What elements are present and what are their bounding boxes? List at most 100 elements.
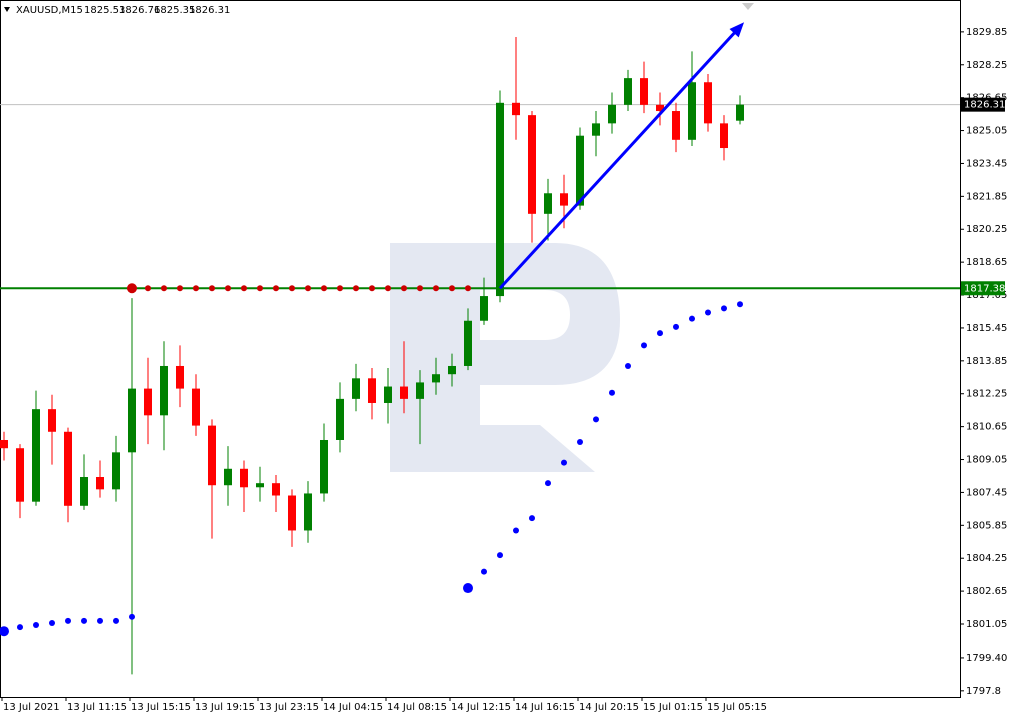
y-tick-label: 1810.65	[966, 422, 1007, 433]
indicator-dot	[369, 285, 375, 292]
y-tick-label: 1813.85	[966, 356, 1007, 367]
candle-body	[448, 365, 456, 375]
indicator-dot	[225, 285, 231, 292]
indicator-dot	[289, 285, 295, 292]
watermark	[390, 243, 620, 472]
indicator-dot	[81, 617, 87, 624]
y-tick-label: 1818.65	[966, 257, 1007, 268]
y-tick-label: 1809.05	[966, 455, 1007, 466]
indicator-dot	[545, 480, 551, 487]
y-tick-label: 1799.40	[966, 653, 1007, 664]
indicator-dot	[577, 439, 583, 446]
indicator-dot	[593, 416, 599, 423]
y-tick-label: 1802.65	[966, 586, 1007, 597]
candle-body	[576, 135, 584, 206]
candle-body	[48, 409, 56, 432]
candle-body	[352, 378, 360, 399]
candle-body	[368, 378, 376, 403]
y-tick-label: 1805.85	[966, 520, 1007, 531]
candle-body	[96, 477, 104, 490]
candle-body	[160, 365, 168, 416]
indicator-dot	[145, 285, 151, 292]
candle-body	[32, 409, 40, 502]
indicator-dot	[193, 285, 199, 292]
indicator-dot	[641, 342, 647, 349]
indicator-dot	[721, 305, 727, 312]
indicator-dot	[433, 285, 439, 292]
indicator-dot	[401, 285, 407, 292]
indicator-dot	[257, 285, 263, 292]
indicator-dot	[127, 283, 137, 294]
indicator-dot	[465, 285, 471, 292]
indicator-dot	[449, 285, 455, 292]
x-tick-label: 13 Jul 15:15	[131, 702, 191, 713]
indicator-dot	[609, 389, 615, 396]
indicator-dot	[497, 552, 503, 559]
indicator-dot	[705, 309, 711, 316]
indicator-dot	[463, 583, 473, 594]
candle-body	[384, 386, 392, 403]
x-tick-label: 14 Jul 04:15	[323, 702, 383, 713]
x-tick-label: 14 Jul 20:15	[579, 702, 639, 713]
indicator-dot	[689, 315, 695, 322]
candle-body	[720, 123, 728, 149]
y-tick-label: 1815.45	[966, 323, 1007, 334]
candle-body	[256, 483, 264, 488]
indicator-dot	[129, 613, 135, 620]
indicator-dot	[33, 622, 39, 629]
candle-body	[336, 398, 344, 440]
indicator-dot	[113, 617, 119, 624]
indicator-dot	[321, 285, 327, 292]
candle-body	[128, 388, 136, 453]
indicator-dot	[241, 285, 247, 292]
candle-body	[0, 439, 8, 449]
y-tick-label: 1820.25	[966, 224, 1007, 235]
candle-body	[208, 425, 216, 486]
y-tick-label: 1828.25	[966, 60, 1007, 71]
candle-body	[560, 193, 568, 206]
candle-body	[144, 388, 152, 416]
level-label: 1817.38	[964, 283, 1005, 294]
x-tick-label: 15 Jul 05:15	[707, 702, 767, 713]
y-tick-label: 1797.8	[966, 686, 1001, 697]
indicator-dot	[49, 619, 55, 626]
symbol: XAUUSD,M15	[16, 5, 83, 16]
trend-arrowhead	[729, 22, 745, 38]
candle-body	[640, 78, 648, 105]
quote-value: 1825.53	[84, 5, 125, 16]
indicator-dot	[97, 617, 103, 624]
indicator-dot	[529, 515, 535, 522]
quote-value: 1826.76	[119, 5, 160, 16]
indicator-dot	[177, 285, 183, 292]
indicator-dot	[209, 285, 215, 292]
candle-body	[112, 452, 120, 490]
x-tick-label: 13 Jul 19:15	[195, 702, 255, 713]
level-label: 1826.31	[964, 100, 1005, 111]
candle-body	[528, 115, 536, 214]
indicator-dot	[337, 285, 343, 292]
x-tick-label: 13 Jul 23:15	[259, 702, 319, 713]
quote-value: 1826.31	[189, 5, 230, 16]
candle-body	[496, 102, 504, 297]
indicator-dot	[481, 568, 487, 575]
candle-body	[224, 468, 232, 486]
indicator-dot	[417, 285, 423, 292]
indicator-dot	[385, 285, 391, 292]
y-tick-label: 1812.25	[966, 389, 1007, 400]
candle-body	[240, 468, 248, 488]
indicator-dot	[737, 301, 743, 308]
menu-arrow	[4, 7, 10, 12]
indicator-dot	[17, 624, 23, 631]
x-tick-label: 14 Jul 08:15	[387, 702, 447, 713]
candle-body	[416, 382, 424, 399]
y-tick-label: 1804.25	[966, 553, 1007, 564]
candle-body	[672, 111, 680, 140]
candle-body	[704, 82, 712, 124]
candle-body	[544, 193, 552, 214]
candle-body	[64, 431, 72, 506]
indicator-dot	[673, 323, 679, 330]
indicator-dot	[305, 285, 311, 292]
x-tick-label: 13 Jul 2021	[3, 702, 60, 713]
indicator-dot	[161, 285, 167, 292]
